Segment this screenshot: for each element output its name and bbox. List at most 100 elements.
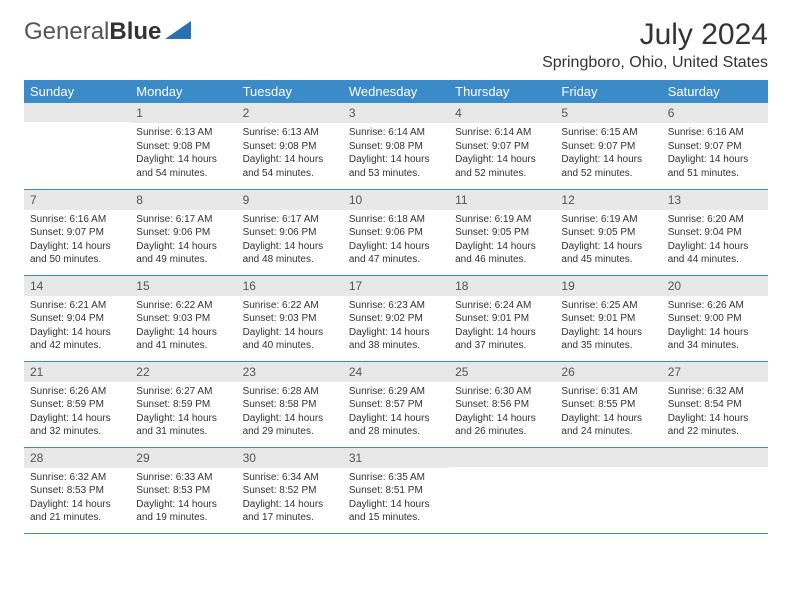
day-number: 18 [449,276,555,296]
day-line: Sunrise: 6:23 AM [349,299,443,313]
day-line: Sunrise: 6:14 AM [455,126,549,140]
day-line: Sunset: 9:08 PM [349,140,443,154]
calendar-day: 2Sunrise: 6:13 AMSunset: 9:08 PMDaylight… [237,103,343,189]
day-line: Sunset: 8:52 PM [243,484,337,498]
day-line: Sunset: 9:00 PM [668,312,762,326]
day-content: Sunrise: 6:25 AMSunset: 9:01 PMDaylight:… [555,296,661,358]
day-content: Sunrise: 6:16 AMSunset: 9:07 PMDaylight:… [662,123,768,185]
day-line: Sunset: 9:03 PM [136,312,230,326]
day-content: Sunrise: 6:26 AMSunset: 9:00 PMDaylight:… [662,296,768,358]
day-line: Sunrise: 6:26 AM [30,385,124,399]
calendar-week: 1Sunrise: 6:13 AMSunset: 9:08 PMDaylight… [24,103,768,189]
day-number: 10 [343,190,449,210]
calendar-day: 26Sunrise: 6:31 AMSunset: 8:55 PMDayligh… [555,361,661,447]
day-content: Sunrise: 6:30 AMSunset: 8:56 PMDaylight:… [449,382,555,444]
calendar-day: 16Sunrise: 6:22 AMSunset: 9:03 PMDayligh… [237,275,343,361]
day-content: Sunrise: 6:21 AMSunset: 9:04 PMDaylight:… [24,296,130,358]
day-header-row: Sunday Monday Tuesday Wednesday Thursday… [24,80,768,103]
day-line: Sunrise: 6:13 AM [136,126,230,140]
day-line: Sunset: 9:07 PM [30,226,124,240]
day-number: 14 [24,276,130,296]
day-line: Sunset: 8:59 PM [136,398,230,412]
calendar-day [662,447,768,533]
day-line: Daylight: 14 hours and 17 minutes. [243,498,337,525]
day-number: 2 [237,103,343,123]
day-content: Sunrise: 6:19 AMSunset: 9:05 PMDaylight:… [449,210,555,272]
day-line: Sunset: 8:59 PM [30,398,124,412]
logo: GeneralBlue [24,18,191,46]
calendar-day: 11Sunrise: 6:19 AMSunset: 9:05 PMDayligh… [449,189,555,275]
calendar-day [24,103,130,189]
calendar-day: 14Sunrise: 6:21 AMSunset: 9:04 PMDayligh… [24,275,130,361]
calendar-day: 9Sunrise: 6:17 AMSunset: 9:06 PMDaylight… [237,189,343,275]
day-number: 24 [343,362,449,382]
calendar-day: 30Sunrise: 6:34 AMSunset: 8:52 PMDayligh… [237,447,343,533]
day-line: Daylight: 14 hours and 42 minutes. [30,326,124,353]
day-line: Daylight: 14 hours and 19 minutes. [136,498,230,525]
day-number [449,448,555,467]
day-content: Sunrise: 6:27 AMSunset: 8:59 PMDaylight:… [130,382,236,444]
day-number [662,448,768,467]
day-line: Sunrise: 6:31 AM [561,385,655,399]
day-line: Sunrise: 6:20 AM [668,213,762,227]
day-content: Sunrise: 6:34 AMSunset: 8:52 PMDaylight:… [237,468,343,530]
calendar-day [555,447,661,533]
day-number: 15 [130,276,236,296]
day-line: Sunset: 9:07 PM [668,140,762,154]
day-line: Daylight: 14 hours and 49 minutes. [136,240,230,267]
day-content: Sunrise: 6:29 AMSunset: 8:57 PMDaylight:… [343,382,449,444]
calendar-day: 3Sunrise: 6:14 AMSunset: 9:08 PMDaylight… [343,103,449,189]
header: GeneralBlue July 2024 Springboro, Ohio, … [24,18,768,72]
day-line: Sunrise: 6:28 AM [243,385,337,399]
day-line: Sunrise: 6:32 AM [30,471,124,485]
day-content: Sunrise: 6:24 AMSunset: 9:01 PMDaylight:… [449,296,555,358]
day-line: Daylight: 14 hours and 48 minutes. [243,240,337,267]
day-content: Sunrise: 6:19 AMSunset: 9:05 PMDaylight:… [555,210,661,272]
month-title: July 2024 [542,18,768,52]
day-number: 13 [662,190,768,210]
day-line: Sunrise: 6:25 AM [561,299,655,313]
day-header: Wednesday [343,80,449,103]
day-content: Sunrise: 6:28 AMSunset: 8:58 PMDaylight:… [237,382,343,444]
day-line: Sunset: 9:02 PM [349,312,443,326]
day-line: Sunrise: 6:22 AM [243,299,337,313]
day-line: Daylight: 14 hours and 28 minutes. [349,412,443,439]
logo-triangle-icon [165,18,191,46]
day-content: Sunrise: 6:14 AMSunset: 9:08 PMDaylight:… [343,123,449,185]
day-number [24,103,130,122]
day-line: Daylight: 14 hours and 53 minutes. [349,153,443,180]
day-line: Daylight: 14 hours and 29 minutes. [243,412,337,439]
day-line: Daylight: 14 hours and 26 minutes. [455,412,549,439]
day-line: Daylight: 14 hours and 54 minutes. [136,153,230,180]
day-content: Sunrise: 6:15 AMSunset: 9:07 PMDaylight:… [555,123,661,185]
day-content: Sunrise: 6:16 AMSunset: 9:07 PMDaylight:… [24,210,130,272]
calendar-day: 31Sunrise: 6:35 AMSunset: 8:51 PMDayligh… [343,447,449,533]
calendar-week: 14Sunrise: 6:21 AMSunset: 9:04 PMDayligh… [24,275,768,361]
calendar-day: 28Sunrise: 6:32 AMSunset: 8:53 PMDayligh… [24,447,130,533]
day-content: Sunrise: 6:17 AMSunset: 9:06 PMDaylight:… [130,210,236,272]
logo-text-1: General [24,18,109,46]
day-line: Sunset: 9:06 PM [349,226,443,240]
calendar-day: 7Sunrise: 6:16 AMSunset: 9:07 PMDaylight… [24,189,130,275]
calendar-day: 20Sunrise: 6:26 AMSunset: 9:00 PMDayligh… [662,275,768,361]
day-line: Sunrise: 6:18 AM [349,213,443,227]
day-header: Tuesday [237,80,343,103]
calendar-day: 12Sunrise: 6:19 AMSunset: 9:05 PMDayligh… [555,189,661,275]
day-line: Daylight: 14 hours and 52 minutes. [561,153,655,180]
day-line: Sunset: 9:03 PM [243,312,337,326]
day-number: 12 [555,190,661,210]
day-line: Sunrise: 6:24 AM [455,299,549,313]
day-line: Daylight: 14 hours and 50 minutes. [30,240,124,267]
day-number: 16 [237,276,343,296]
calendar-day [449,447,555,533]
calendar-day: 22Sunrise: 6:27 AMSunset: 8:59 PMDayligh… [130,361,236,447]
day-content: Sunrise: 6:13 AMSunset: 9:08 PMDaylight:… [237,123,343,185]
day-number: 4 [449,103,555,123]
day-line: Daylight: 14 hours and 45 minutes. [561,240,655,267]
day-line: Sunset: 9:01 PM [455,312,549,326]
day-line: Daylight: 14 hours and 44 minutes. [668,240,762,267]
day-number: 9 [237,190,343,210]
day-line: Daylight: 14 hours and 38 minutes. [349,326,443,353]
day-number: 1 [130,103,236,123]
calendar-day: 17Sunrise: 6:23 AMSunset: 9:02 PMDayligh… [343,275,449,361]
